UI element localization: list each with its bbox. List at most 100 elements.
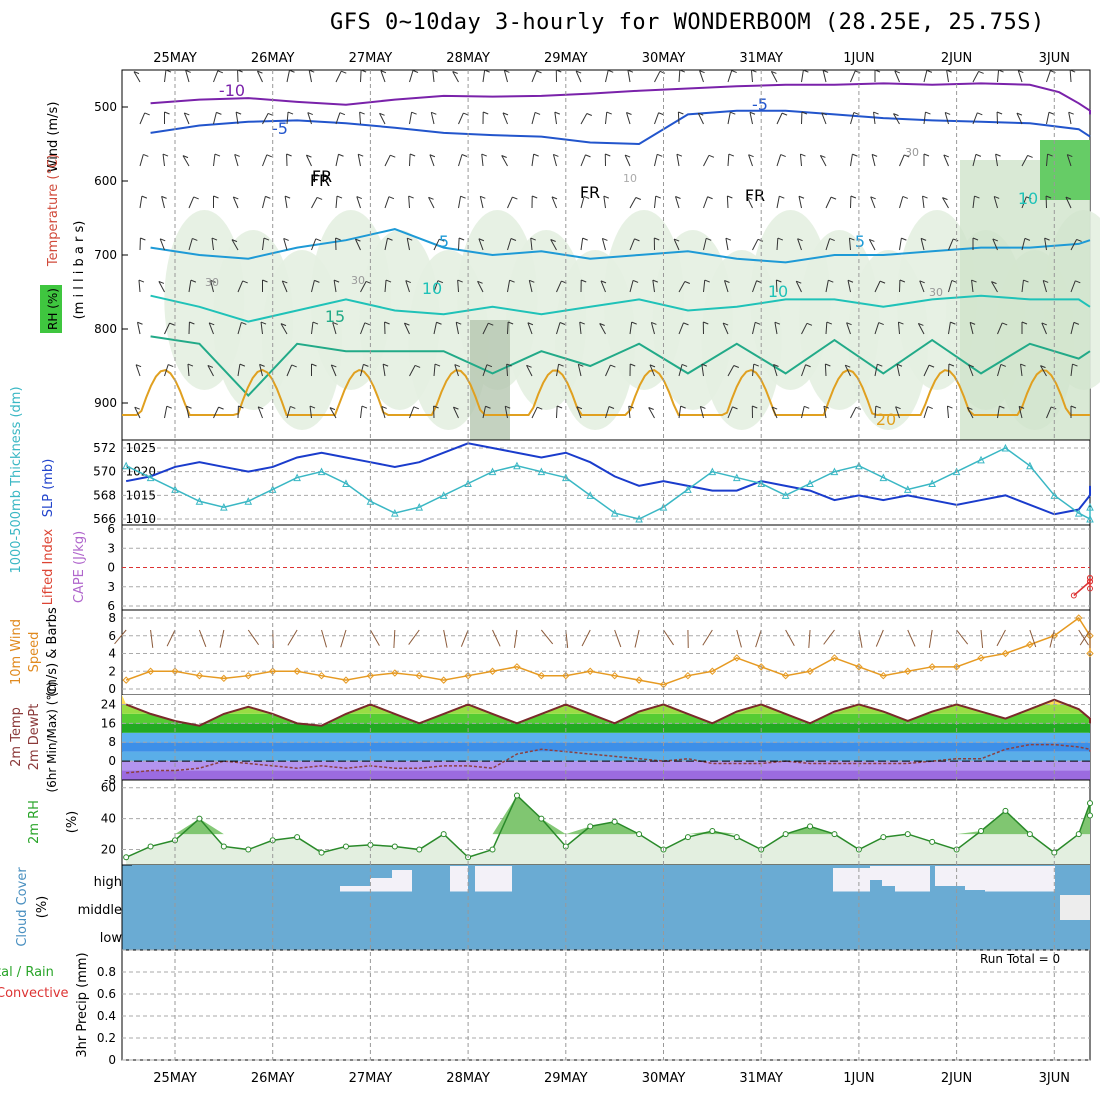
- wind10-lines: [114, 614, 1094, 689]
- wind-barb: [896, 364, 900, 377]
- wind-barb-flag: [436, 321, 442, 325]
- wind-barb: [356, 196, 361, 209]
- wind-barb-flag: [875, 405, 882, 409]
- wind-barb-flag: [829, 238, 835, 242]
- wind-barb-flag: [901, 237, 907, 241]
- wind-barb-flag: [536, 70, 542, 74]
- wind-barb: [801, 364, 807, 377]
- wind10-barb: [540, 629, 554, 645]
- wind-barb: [923, 364, 930, 377]
- wind-barb: [504, 406, 508, 419]
- wind-barb: [919, 280, 925, 293]
- wind-barb: [874, 280, 881, 293]
- wind-barb-flag: [186, 405, 192, 409]
- contour-label: 30: [929, 286, 943, 299]
- rh-point: [807, 823, 814, 830]
- thickness-point: [439, 491, 448, 499]
- wind-barb-flag: [506, 363, 512, 367]
- thickness-point: [659, 503, 668, 511]
- wind-barb: [649, 364, 655, 377]
- wind-barb: [479, 196, 484, 209]
- wind-barb: [678, 69, 681, 83]
- rh-point: [391, 843, 398, 850]
- wind-barb-flag: [704, 279, 710, 283]
- wind-barb: [776, 237, 779, 251]
- wind-barb-flag: [820, 154, 826, 158]
- wind-barb-flag: [1016, 112, 1023, 116]
- wind-barb-flag: [280, 323, 287, 327]
- tick-label: 0.6: [97, 987, 116, 1001]
- wind-barb-flag: [659, 70, 666, 74]
- wind-barb-flag: [576, 406, 583, 410]
- wind-barb: [942, 197, 949, 209]
- rh-point: [342, 843, 349, 850]
- wind-barb: [528, 280, 533, 293]
- wind-barb-flag: [610, 364, 616, 368]
- wind-barb: [186, 406, 190, 419]
- wind-barb: [307, 112, 312, 125]
- wind-barb-flag: [266, 154, 272, 158]
- wind-barb-flag: [953, 238, 959, 242]
- rh-lines: [123, 792, 1093, 865]
- wind-barb-flag: [364, 322, 370, 326]
- wind-barb-flag: [558, 363, 564, 367]
- cloud-high-block: [370, 878, 392, 892]
- wind-barb: [531, 112, 536, 125]
- wind-barb: [237, 364, 241, 377]
- wind-barb: [158, 281, 165, 293]
- wind10-barb: [823, 629, 835, 645]
- wind-barb: [305, 154, 312, 167]
- wind-barb: [335, 70, 342, 83]
- wind10-barb: [702, 629, 713, 646]
- wind-barb: [332, 322, 337, 335]
- rh-point: [978, 828, 985, 834]
- tick-label: 0.8: [97, 965, 116, 979]
- wind-barb-flag: [238, 405, 244, 409]
- wind-barb-flag: [967, 406, 973, 410]
- wind-barb: [507, 280, 511, 293]
- wind-barb: [825, 196, 832, 209]
- wind-barb-flag: [533, 153, 539, 157]
- wind-barb: [1046, 406, 1052, 419]
- wind10-point: [342, 676, 350, 684]
- wind10-label-a: 10m Wind: [9, 619, 24, 685]
- wind-barb-flag: [485, 405, 491, 409]
- wind-barb-flag: [382, 363, 389, 367]
- rh-point: [245, 846, 252, 853]
- wind-barb-flag: [452, 71, 458, 74]
- wind-barb-flag: [550, 239, 556, 242]
- wind10-barb: [321, 629, 327, 648]
- wind-barb: [580, 238, 584, 251]
- wind-barb-flag: [556, 405, 563, 409]
- wind10-barb: [1029, 629, 1037, 648]
- rh-point: [831, 831, 838, 838]
- wind-barb-flag: [626, 112, 632, 115]
- wind10-point: [122, 676, 130, 684]
- thickness-point: [952, 467, 961, 476]
- wind-barb: [697, 112, 704, 125]
- pressure-tick: 600: [94, 174, 117, 188]
- wind-barb: [262, 113, 269, 125]
- wind-barb: [556, 364, 560, 377]
- wind10-barb: [150, 629, 154, 648]
- date-label-bottom: 3JUN: [1039, 1071, 1070, 1086]
- wind-barb-flag: [651, 321, 657, 325]
- wind10-barb: [340, 629, 347, 648]
- date-label-bottom: 1JUN: [843, 1071, 874, 1086]
- cloud-high-block: [895, 866, 930, 892]
- wind-barb-flag: [748, 154, 754, 158]
- thickness-point: [415, 503, 424, 511]
- contour-label: -5: [752, 95, 768, 114]
- wind-barb: [501, 155, 508, 167]
- wind10-barb: [287, 629, 298, 646]
- wind10-barb: [928, 629, 933, 648]
- wind-barb: [770, 71, 778, 83]
- cloud-high-block: [340, 886, 370, 892]
- wind-barb: [1065, 196, 1072, 209]
- wind-barb: [1021, 238, 1026, 251]
- wind-barb-flag: [648, 407, 654, 410]
- wind-barb: [329, 407, 337, 419]
- wind-barb: [773, 364, 778, 377]
- wind-barb-flag: [771, 70, 777, 74]
- wind-barb-flag: [388, 196, 395, 200]
